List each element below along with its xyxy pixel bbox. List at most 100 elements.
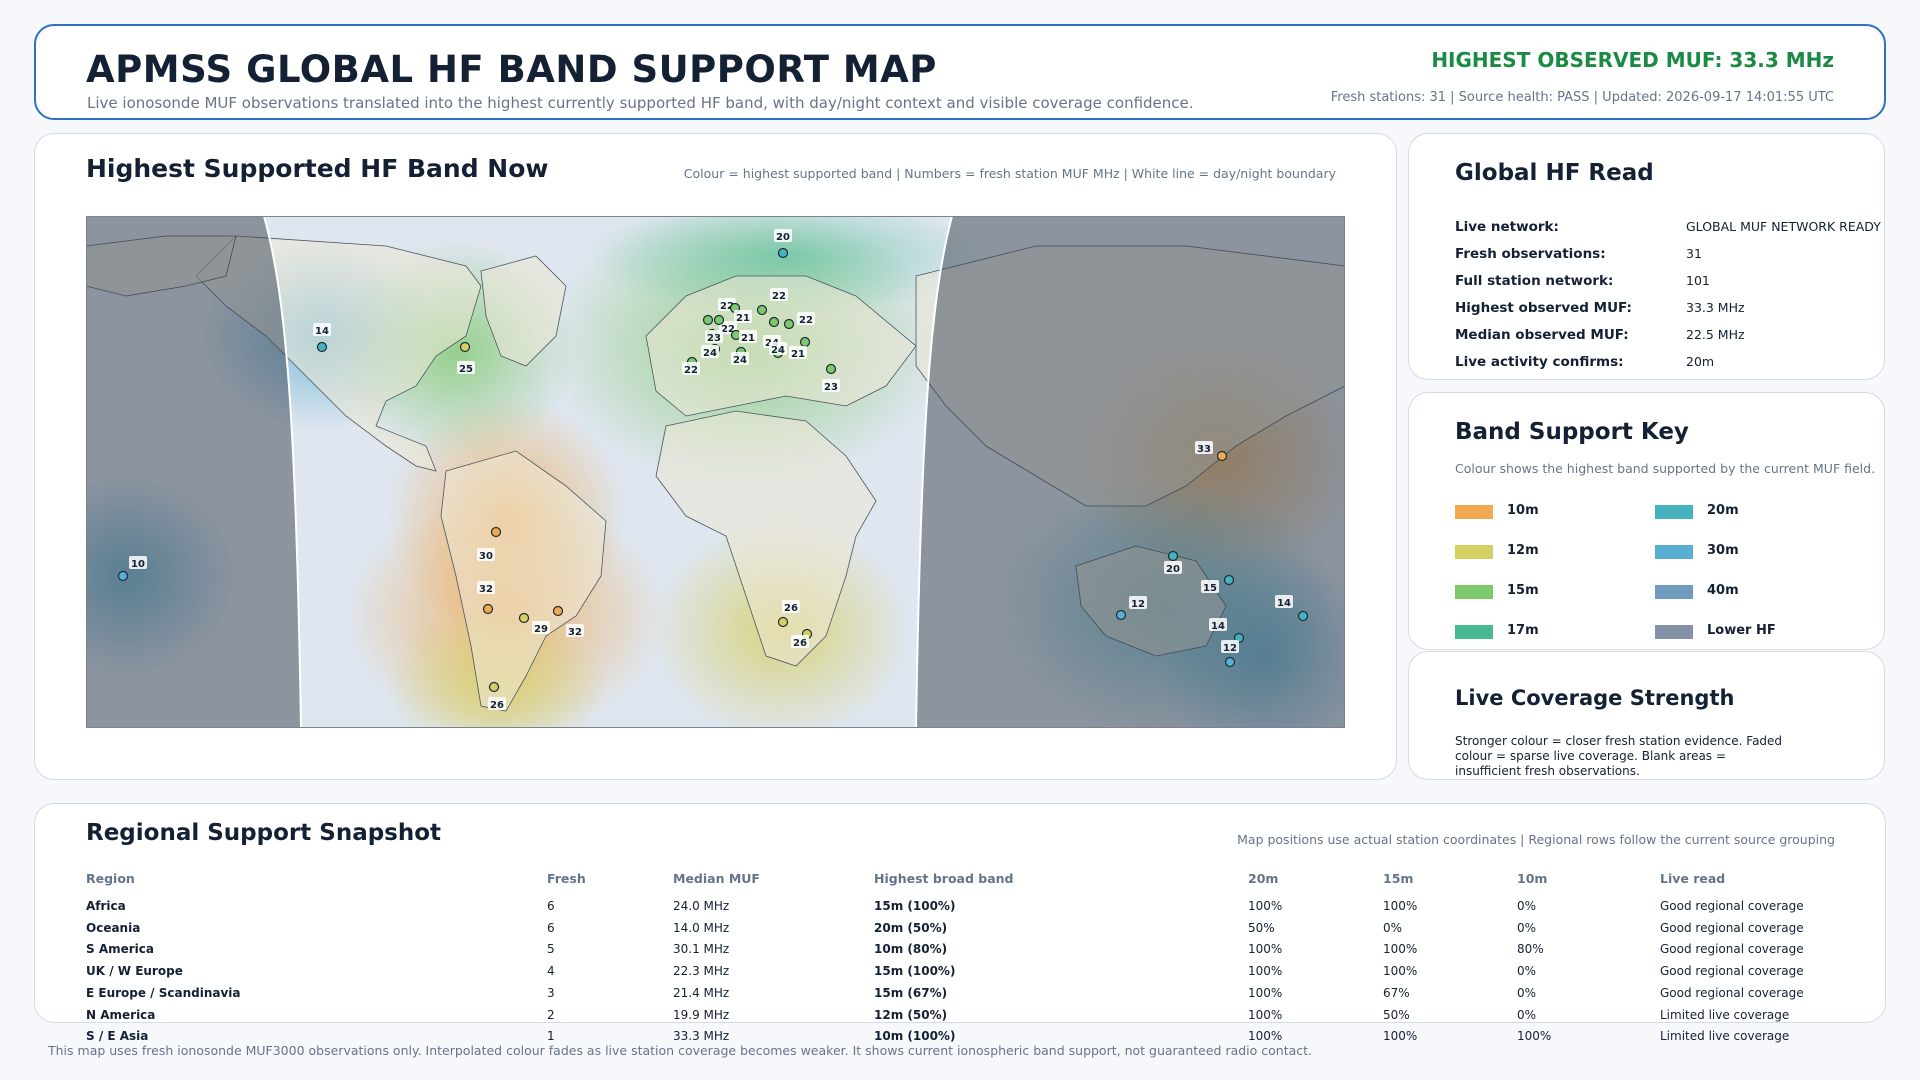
station-label-bg <box>477 548 495 561</box>
table-cell: 0% <box>1383 920 1403 935</box>
table-cell: S America <box>86 942 154 957</box>
station-marker[interactable] <box>1297 610 1309 622</box>
table-cell: 100% <box>1248 964 1283 979</box>
station-muf-label: 22 <box>772 291 786 302</box>
page-subtitle: Live ionosonde MUF observations translat… <box>87 94 1194 112</box>
table-cell: S / E Asia <box>86 1029 149 1044</box>
station-marker[interactable] <box>1216 450 1228 462</box>
station-muf-label: 22 <box>799 315 813 326</box>
station-marker[interactable] <box>713 314 725 326</box>
station-muf-label: 12 <box>1131 599 1145 610</box>
station-marker[interactable] <box>117 570 129 582</box>
table-cell: Good regional coverage <box>1660 942 1804 957</box>
coverage-panel: Live Coverage Strength Stronger colour =… <box>1408 651 1885 780</box>
station-label-bg <box>719 321 737 334</box>
station-marker[interactable] <box>552 605 564 617</box>
band-color-swatch <box>1655 505 1693 519</box>
table-cell: 0% <box>1517 920 1537 935</box>
station-muf-label: 24 <box>703 348 717 359</box>
station-label-bg <box>1275 595 1293 608</box>
table-cell: Good regional coverage <box>1660 899 1804 913</box>
station-marker[interactable] <box>488 681 500 693</box>
table-cell: 0% <box>1517 899 1537 913</box>
station-muf-label: 32 <box>479 584 493 595</box>
station-muf-label: 23 <box>824 382 838 393</box>
band-support-map[interactable]: 2022222221232122242421242224231425103032… <box>86 216 1345 728</box>
footer-disclaimer: This map uses fresh ionosonde MUF3000 ob… <box>48 1043 1313 1058</box>
station-label-bg <box>313 323 331 336</box>
table-cell: 67% <box>1383 985 1410 1000</box>
table-cell: 24.0 MHz <box>673 899 730 913</box>
station-label-bg <box>566 624 584 637</box>
band-key-label: 15m <box>1507 583 1539 598</box>
station-marker[interactable] <box>777 616 789 628</box>
station-marker[interactable] <box>783 318 795 330</box>
station-label-bg <box>532 621 550 634</box>
station-marker[interactable] <box>1115 609 1127 621</box>
table-cell: 100% <box>1517 1029 1552 1044</box>
station-marker[interactable] <box>756 304 768 316</box>
table-cell: 100% <box>1248 899 1283 913</box>
band-key-label: 17m <box>1507 623 1539 638</box>
band-key-label: 20m <box>1707 503 1739 518</box>
station-label-bg <box>488 697 506 710</box>
station-muf-label: 29 <box>534 624 548 635</box>
station-label-bg <box>731 352 749 365</box>
status-line: Fresh stations: 31 | Source health: PASS… <box>1330 90 1834 105</box>
station-marker[interactable] <box>702 314 714 326</box>
station-muf-label: 22 <box>721 324 735 335</box>
station-marker[interactable] <box>768 316 780 328</box>
band-key-panel: Band Support Key Colour shows the highes… <box>1408 392 1885 650</box>
table-row: Oceania 6 14.0 MHz 20m (50%) 50% 0% 0% Good reg… <box>35 921 1885 942</box>
read-value: 20m <box>1686 354 1715 369</box>
table-cell: 4 <box>547 964 555 979</box>
table-cell: 80% <box>1517 942 1544 957</box>
station-label-bg <box>769 342 787 355</box>
station-label-bg <box>701 345 719 358</box>
station-muf-label: 26 <box>490 700 504 711</box>
station-muf-label: 33 <box>1197 444 1211 455</box>
station-muf-label: 14 <box>1277 598 1291 609</box>
column-header: 15m <box>1383 871 1414 886</box>
station-muf-label: 23 <box>707 333 721 344</box>
band-key-subtitle: Colour shows the highest band supported … <box>1455 461 1876 476</box>
station-marker[interactable] <box>518 612 530 624</box>
read-value: 33.3 MHz <box>1686 300 1745 315</box>
station-marker[interactable] <box>777 247 789 259</box>
page-title: APMSS GLOBAL HF BAND SUPPORT MAP <box>86 48 937 91</box>
band-color-swatch <box>1455 505 1493 519</box>
table-cell: 50% <box>1383 1007 1410 1022</box>
global-read-panel: Global HF Read Live network: GLOBAL MUF … <box>1408 133 1885 380</box>
station-label-bg <box>739 330 757 343</box>
table-cell: 10m (100%) <box>874 1029 956 1044</box>
table-cell: 100% <box>1248 985 1283 1000</box>
station-marker[interactable] <box>459 341 471 353</box>
read-label: Highest observed MUF: <box>1455 300 1632 316</box>
column-header: Live read <box>1660 871 1726 886</box>
regional-note: Map positions use actual station coordin… <box>1237 832 1835 847</box>
column-header: Region <box>86 871 135 886</box>
station-marker[interactable] <box>1167 550 1179 562</box>
table-cell: 20m (50%) <box>874 920 948 935</box>
band-key-title: Band Support Key <box>1455 419 1689 445</box>
station-muf-label: 14 <box>315 326 329 337</box>
station-marker[interactable] <box>482 603 494 615</box>
station-marker[interactable] <box>1224 656 1236 668</box>
table-cell: 15m (100%) <box>874 964 956 979</box>
table-cell: Good regional coverage <box>1660 920 1804 935</box>
night-shading <box>86 216 1345 728</box>
station-marker[interactable] <box>1223 574 1235 586</box>
station-layer: 2022222221232122242421242224231425103032… <box>117 229 1309 711</box>
station-marker[interactable] <box>799 336 811 348</box>
table-cell: Limited live coverage <box>1660 1029 1790 1044</box>
station-label-bg <box>782 600 800 613</box>
station-marker[interactable] <box>316 341 328 353</box>
station-marker[interactable] <box>825 363 837 375</box>
table-cell: UK / W Europe <box>86 964 183 979</box>
station-marker[interactable] <box>490 526 502 538</box>
read-label: Full station network: <box>1455 273 1614 289</box>
station-label-bg <box>1209 618 1227 631</box>
band-key-label: 30m <box>1707 543 1739 558</box>
station-muf-label: 26 <box>793 638 807 649</box>
map-title: Highest Supported HF Band Now <box>86 154 549 183</box>
